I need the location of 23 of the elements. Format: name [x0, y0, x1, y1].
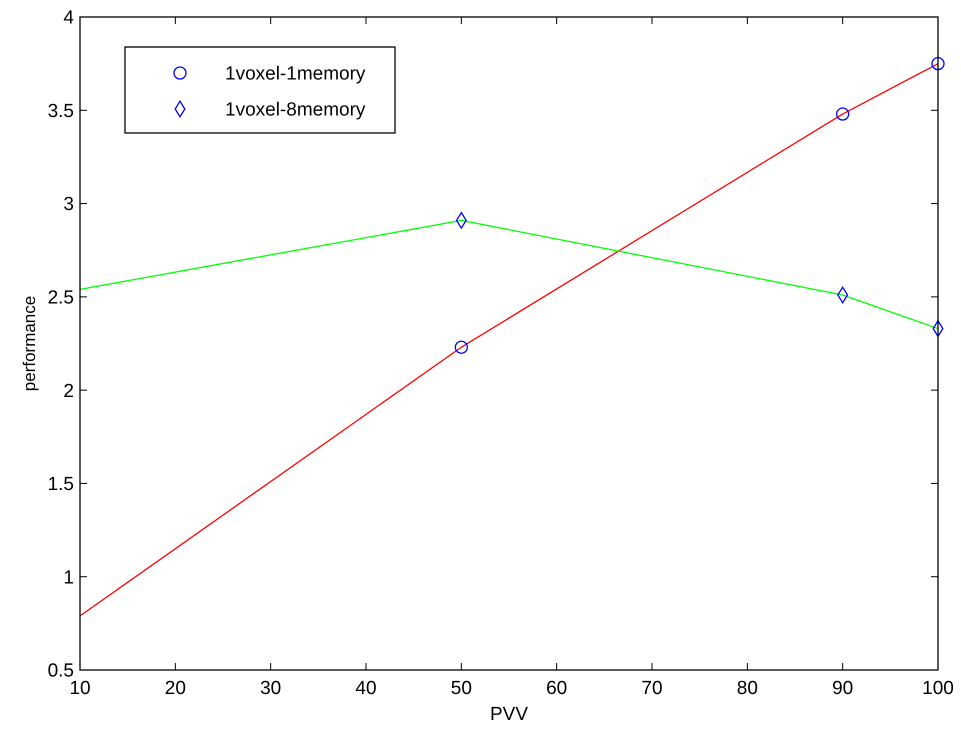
x-tick-label: 80: [736, 678, 758, 699]
legend-label: 1voxel-8memory: [225, 100, 366, 121]
y-tick-label: 3: [63, 194, 74, 216]
y-tick-label: 4: [63, 8, 74, 29]
x-tick-label: 30: [260, 678, 282, 699]
x-tick-label: 70: [641, 678, 663, 699]
y-tick-label: 2: [63, 380, 74, 402]
point: [454, 340, 468, 354]
x-tick-label: 60: [546, 678, 568, 699]
x-tick-label: 50: [450, 678, 472, 699]
x-tick-label: 40: [355, 678, 377, 699]
y-tick-label: 2.5: [48, 288, 74, 309]
y-tick-label: 1: [63, 567, 74, 588]
legend-label: 1voxel-1memory: [225, 64, 366, 85]
x-tick-label: 100: [922, 678, 954, 699]
x-axis-title: PVV: [490, 704, 528, 725]
point: [931, 56, 945, 70]
y-tick-label: 3.5: [48, 100, 74, 122]
point: [836, 107, 850, 121]
y-tick-label: 1.5: [48, 474, 74, 496]
y-axis-title: performance: [20, 296, 39, 392]
x-tick-label: 90: [832, 678, 854, 699]
x-tick-label: 20: [164, 678, 186, 699]
